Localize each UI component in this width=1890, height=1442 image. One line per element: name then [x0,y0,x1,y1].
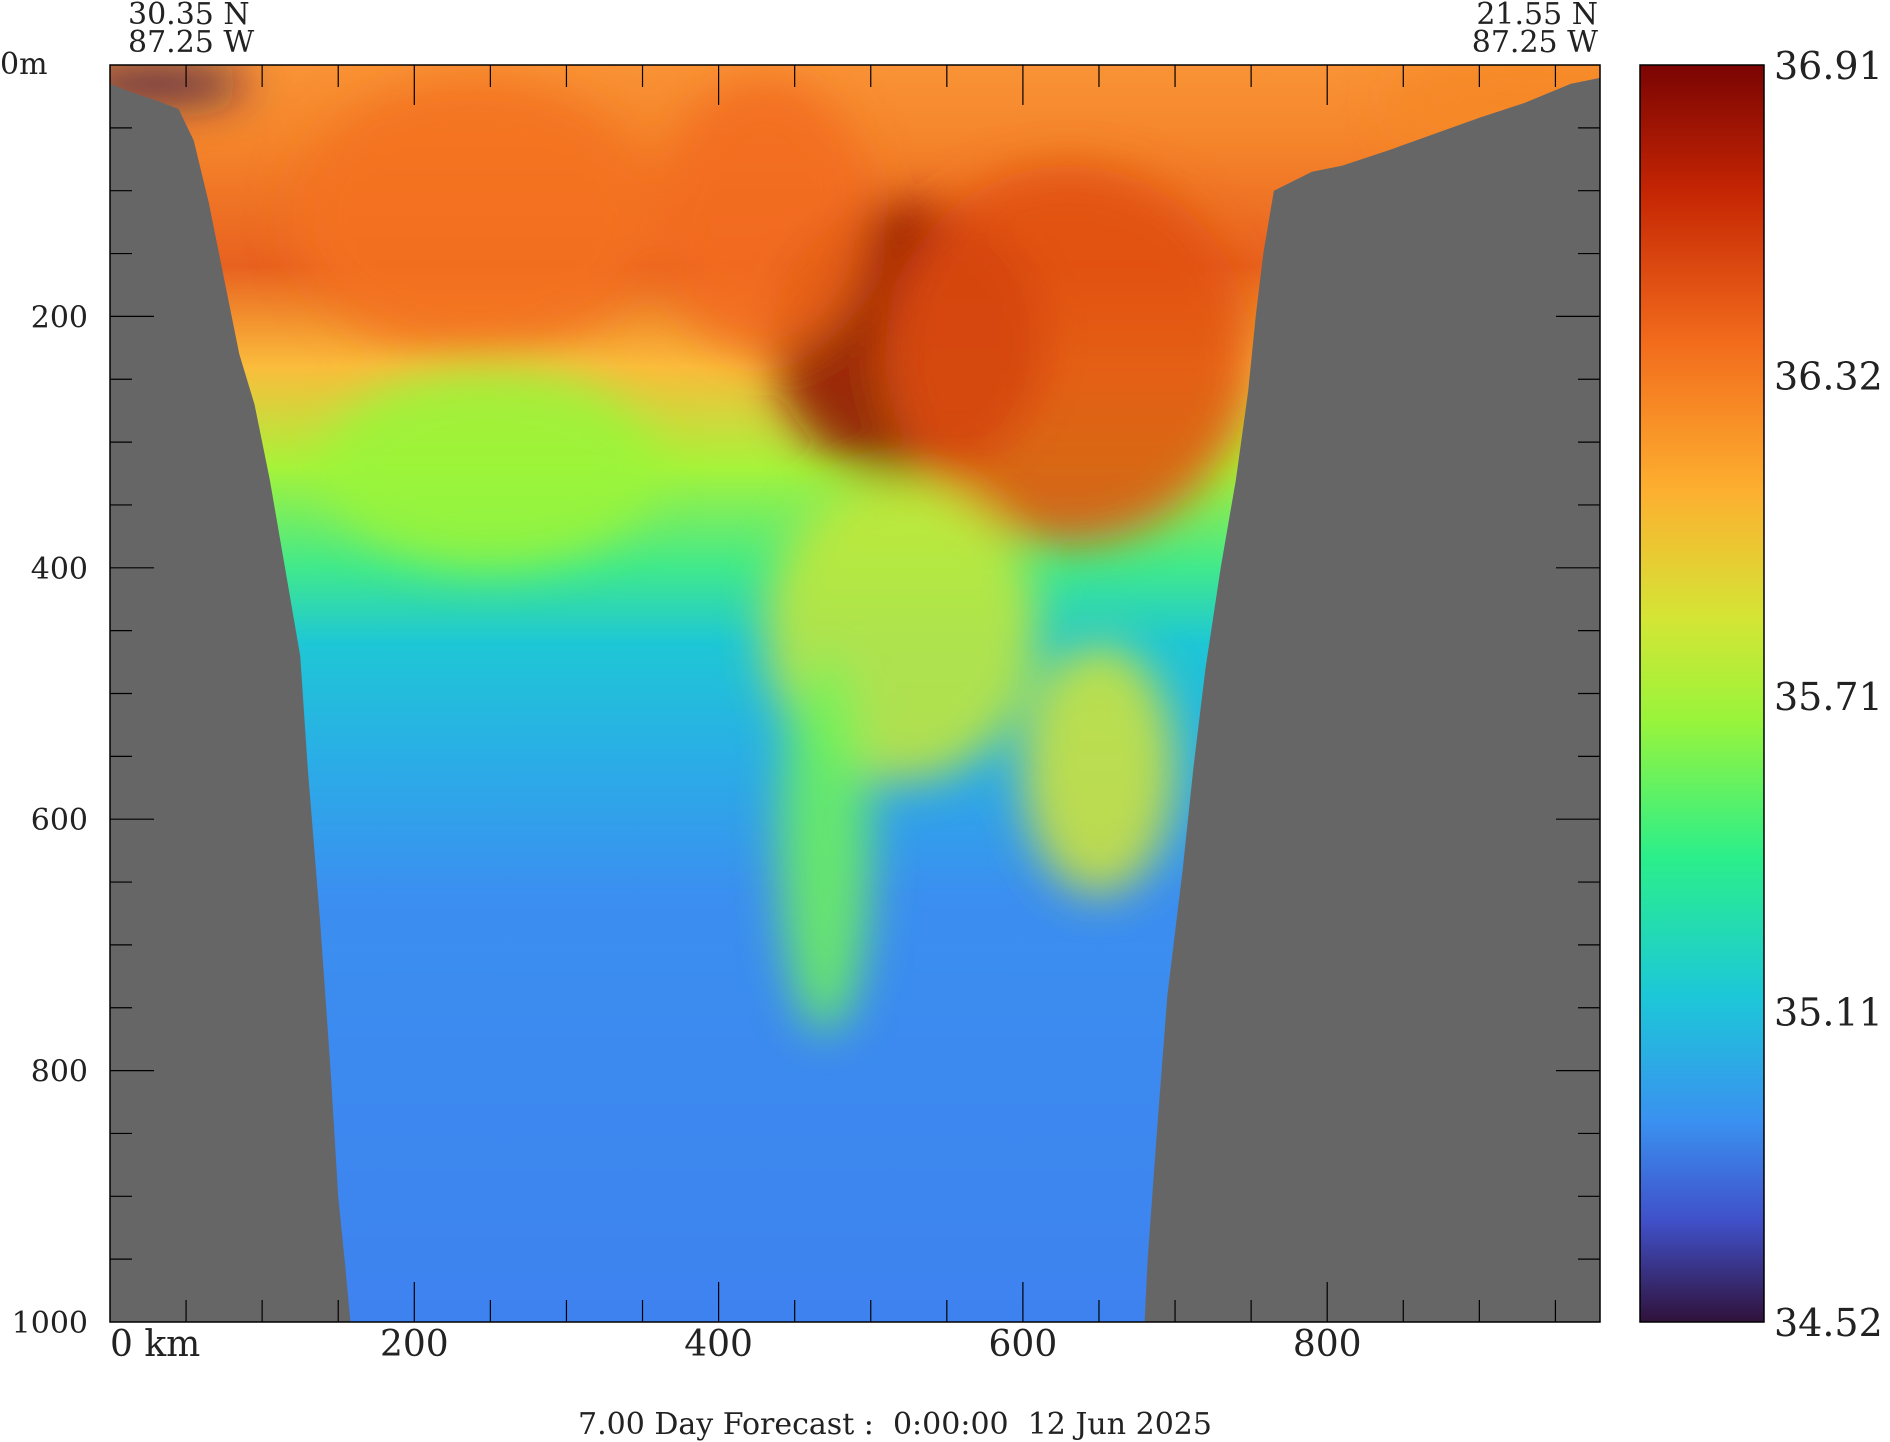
axis-tick-labels: 200 400 600 800 200 400 600 800 1000 [12,300,1362,1365]
y-tick-label: 1000 [12,1306,88,1341]
colorbar-tick-label: 35.11 [1774,991,1883,1035]
salinity-features [110,65,1600,1033]
end-lon-label: 87.25 W [1472,25,1598,60]
x-tick-label: 400 [684,1324,753,1365]
y-tick-label: 400 [31,552,88,587]
start-lon-label: 87.25 W [128,25,254,60]
colorbar-tick-label: 35.71 [1774,675,1883,719]
forecast-footer: 7.00 Day Forecast : 0:00:00 12 Jun 2025 [578,1407,1212,1442]
x-tick-label: 600 [989,1324,1058,1365]
x-unit-label: 0 km [110,1324,200,1365]
start-lat-label: 30.35 N [128,0,250,32]
y-tick-label: 600 [31,803,88,838]
end-lat-label: 21.55 N [1476,0,1598,32]
colorbar [1639,64,1765,1323]
y-tick-label: 200 [31,300,88,335]
salinity-feature-2 [885,165,1252,543]
salinity-feature-7 [1022,643,1176,895]
x-tick-label: 200 [380,1324,449,1365]
salinity-feature-6 [779,655,871,1033]
colorbar-tick-label: 36.91 [1774,44,1883,88]
colorbar-tick-label: 36.32 [1774,354,1883,398]
colorbar-tick-label: 34.52 [1774,1301,1883,1345]
salinity-feature-3 [657,77,871,355]
colorbar-labels: 36.91 36.32 35.71 35.11 34.52 [1774,44,1883,1345]
salinity-feature-0 [292,77,658,355]
y-top-label: 0m [0,47,48,82]
y-tick-label: 800 [31,1055,88,1090]
axis-ticks [110,65,1600,1322]
salinity-feature-4 [323,366,658,568]
land-mask [110,65,1602,1322]
x-tick-label: 800 [1293,1324,1362,1365]
salinity-feature-8 [110,65,247,104]
